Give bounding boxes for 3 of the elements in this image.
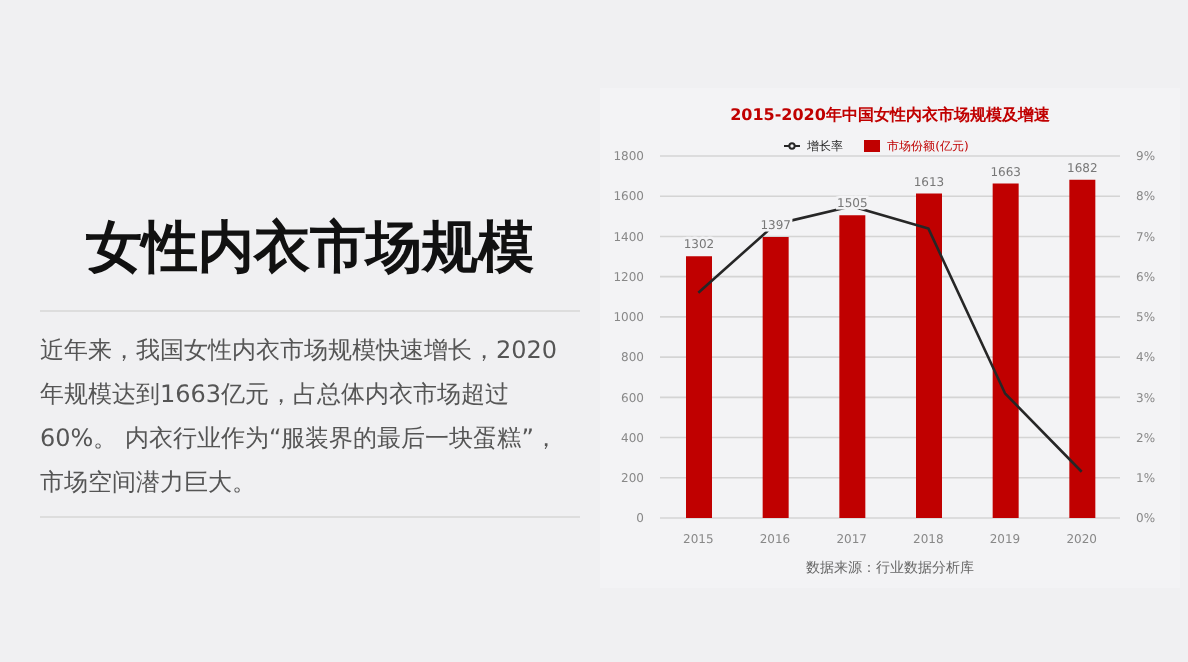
chart-title: 2015-2020年中国女性内衣市场规模及增速 [728, 104, 1052, 126]
text: 近年来，我国女性内衣市场规模快速增长，2020年规模达到1663亿元，占总体内衣市场超过60%。 内衣行业作为“服装界的最后一块蛋糕”，市场空间潜力巨大。 [40, 328, 580, 518]
text: 女性内衣市场规模 [40, 210, 580, 312]
